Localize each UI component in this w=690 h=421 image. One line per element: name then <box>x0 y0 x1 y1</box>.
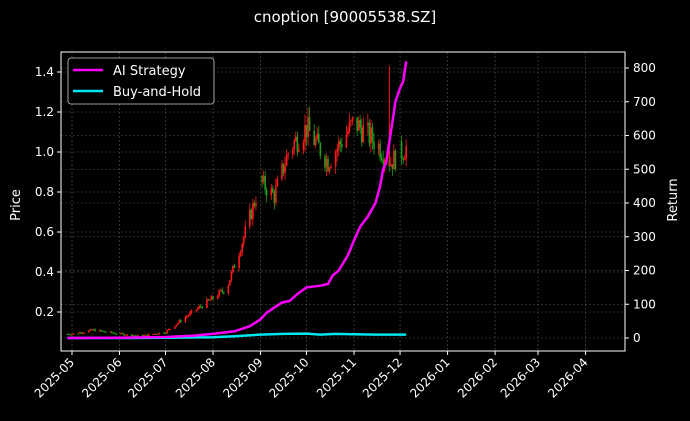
y-right-tick-label: 300 <box>633 230 656 244</box>
y-right-tick-label: 0 <box>633 331 641 345</box>
x-tick-label: 2025-11 <box>314 355 359 400</box>
y-left-tick-label: 1.2 <box>35 105 54 119</box>
legend-label: AI Strategy <box>113 64 186 79</box>
ai-strategy-line <box>67 61 408 340</box>
x-tick-label: 2026-01 <box>407 355 452 400</box>
x-tick-label: 2025-12 <box>360 355 405 400</box>
y-right-tick-label: 600 <box>633 129 656 143</box>
y-axis-left: 0.2 0.4 0.6 0.8 1.0 1.2 1.4 <box>35 65 61 319</box>
x-axis: 2025-05 2025-06 2025-07 2025-08 2025-09 2025-… <box>32 351 591 401</box>
y-right-tick-label: 500 <box>633 162 656 176</box>
line-series <box>67 61 408 340</box>
y-left-tick-label: 1.0 <box>35 145 54 159</box>
candlestick-series <box>66 66 407 337</box>
y-right-tick-label: 400 <box>633 196 656 210</box>
x-tick-label: 2025-05 <box>32 355 77 400</box>
y-axis-left-label: Price <box>9 189 24 221</box>
y-left-tick-label: 0.2 <box>35 305 54 319</box>
legend-label: Buy-and-Hold <box>113 85 201 100</box>
y-right-tick-label: 100 <box>633 297 656 311</box>
y-right-tick-label: 700 <box>633 95 656 109</box>
y-right-tick-label: 800 <box>633 61 656 75</box>
chart-title: cnoption [90005538.SZ] <box>253 8 437 26</box>
x-tick-label: 2025-09 <box>220 355 265 400</box>
x-tick-label: 2026-03 <box>498 355 543 400</box>
x-tick-label: 2025-07 <box>125 355 170 400</box>
x-tick-label: 2025-08 <box>173 355 218 400</box>
x-tick-label: 2025-06 <box>79 355 124 400</box>
y-axis-right: 0 100 200 300 400 500 600 700 800 <box>625 61 656 345</box>
y-left-tick-label: 0.8 <box>35 185 54 199</box>
grid-lines <box>61 52 625 351</box>
y-left-tick-label: 1.4 <box>35 65 54 79</box>
y-right-tick-label: 200 <box>633 264 656 278</box>
y-left-tick-label: 0.6 <box>35 225 54 239</box>
legend: AI Strategy Buy-and-Hold <box>67 57 215 105</box>
plot-frame <box>60 51 626 352</box>
y-left-tick-label: 0.4 <box>35 265 54 279</box>
x-tick-label: 2026-02 <box>455 355 500 400</box>
x-tick-label: 2025-10 <box>266 355 311 400</box>
y-axis-right-label: Return <box>666 178 681 221</box>
x-tick-label: 2026-04 <box>545 355 590 400</box>
